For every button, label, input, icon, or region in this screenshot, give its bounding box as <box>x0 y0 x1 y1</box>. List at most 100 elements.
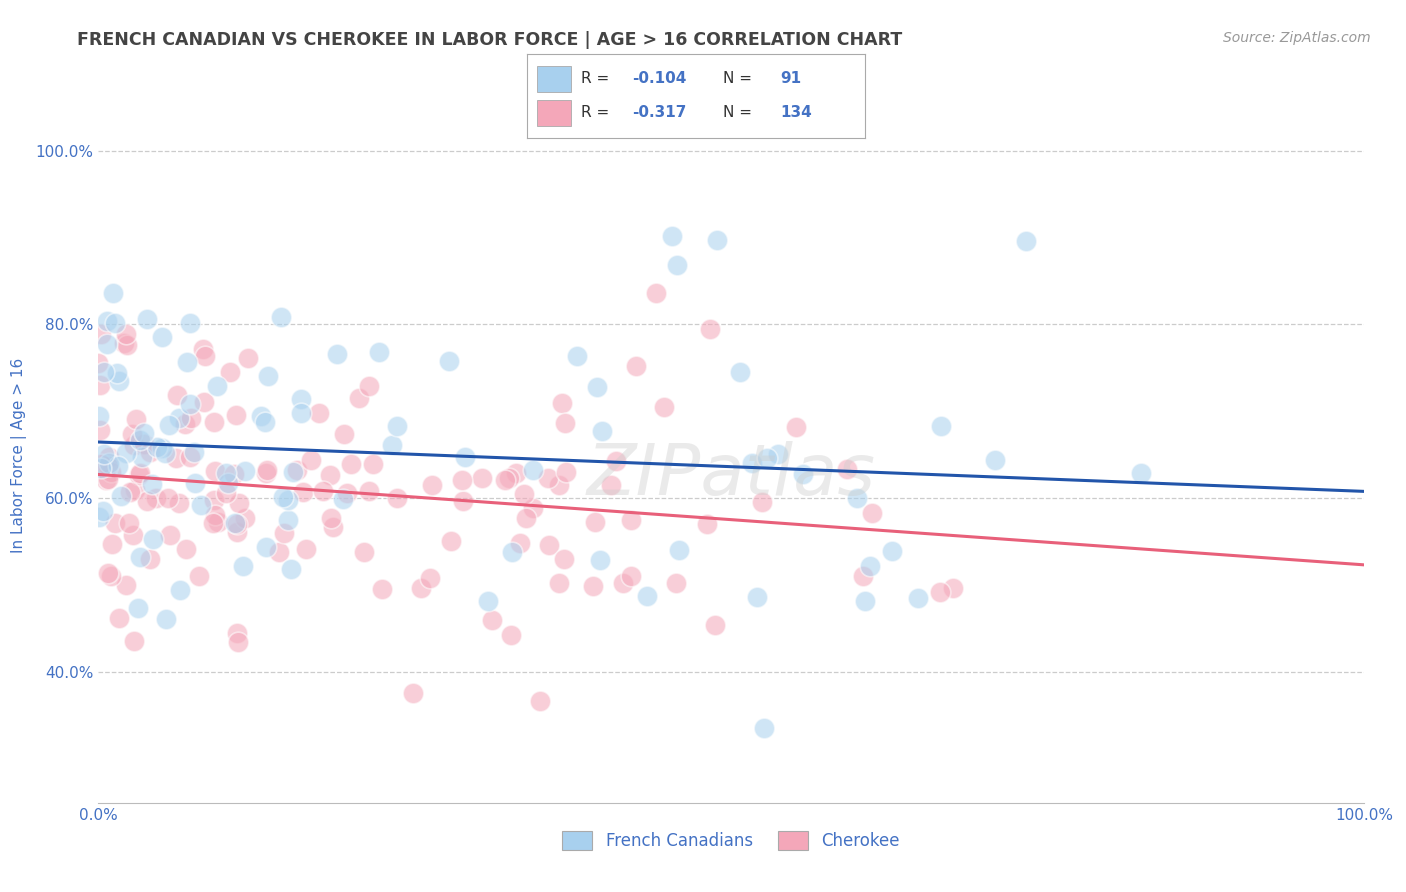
Point <box>855 593 877 607</box>
Point <box>620 569 643 583</box>
Point <box>565 349 588 363</box>
Point <box>696 516 718 531</box>
Point <box>107 458 129 473</box>
Point <box>136 312 159 326</box>
Point <box>91 504 114 518</box>
Point <box>605 454 627 468</box>
Point <box>385 419 408 434</box>
Point <box>555 465 578 479</box>
Point <box>419 571 441 585</box>
Point <box>146 440 169 454</box>
Point <box>929 585 952 599</box>
Point <box>454 450 477 465</box>
Point <box>522 501 544 516</box>
Point <box>792 467 814 482</box>
Point <box>127 601 149 615</box>
Point <box>159 418 181 433</box>
Text: ZIPatlas: ZIPatlas <box>586 442 876 510</box>
Point <box>187 568 209 582</box>
Point <box>270 310 292 324</box>
Point <box>620 513 643 527</box>
Point <box>636 589 658 603</box>
Point <box>529 694 551 708</box>
Point <box>471 471 494 485</box>
Point <box>600 478 623 492</box>
Point <box>115 446 138 460</box>
Point <box>513 486 536 500</box>
Point <box>785 420 807 434</box>
Point <box>498 471 520 485</box>
Point <box>537 471 560 485</box>
Point <box>93 447 115 461</box>
Point <box>141 477 163 491</box>
Point <box>322 520 344 534</box>
Point <box>271 490 294 504</box>
Point <box>122 634 145 648</box>
Point <box>179 316 201 330</box>
Point <box>501 545 523 559</box>
Point <box>277 513 299 527</box>
Point <box>217 476 239 491</box>
Point <box>728 365 751 379</box>
Point <box>381 438 404 452</box>
Point <box>319 467 342 482</box>
Point <box>201 516 224 530</box>
Point <box>225 409 247 423</box>
Point <box>101 537 124 551</box>
Point <box>169 582 191 597</box>
Point <box>145 491 167 505</box>
Point <box>169 411 191 425</box>
Point <box>101 286 124 301</box>
Point <box>907 591 929 606</box>
Point <box>93 365 115 379</box>
Point <box>222 467 245 482</box>
Text: R =: R = <box>581 71 609 87</box>
Text: N =: N = <box>723 71 752 87</box>
Point <box>202 416 225 430</box>
Point <box>371 582 394 596</box>
Point <box>121 528 143 542</box>
Point <box>104 516 127 531</box>
Point <box>882 543 904 558</box>
Point <box>437 354 460 368</box>
Point <box>100 465 122 479</box>
Point <box>94 473 117 487</box>
Point <box>652 401 675 415</box>
Point <box>122 438 145 452</box>
Point <box>194 349 217 363</box>
Point <box>115 338 138 352</box>
Point <box>226 635 249 649</box>
Point <box>522 463 544 477</box>
Point <box>114 335 136 350</box>
Point <box>115 326 138 341</box>
Point <box>299 453 322 467</box>
Point <box>115 578 138 592</box>
Point <box>128 433 150 447</box>
Point <box>193 395 215 409</box>
Point <box>205 379 228 393</box>
Point <box>290 406 312 420</box>
Legend: French Canadians, Cherokee: French Canadians, Cherokee <box>555 824 907 857</box>
Point <box>108 611 131 625</box>
Point <box>131 450 153 465</box>
Point <box>494 474 516 488</box>
Point <box>238 351 260 365</box>
Point <box>165 450 187 465</box>
Point <box>124 483 146 497</box>
Point <box>129 550 152 565</box>
Point <box>477 594 499 608</box>
Point <box>665 258 688 272</box>
Point <box>347 391 370 405</box>
Point <box>752 721 775 735</box>
Point <box>224 516 246 530</box>
Point <box>174 417 197 432</box>
Point <box>232 558 254 573</box>
Point <box>340 457 363 471</box>
Point <box>134 426 156 441</box>
Point <box>150 441 173 455</box>
Text: N =: N = <box>723 105 752 120</box>
Point <box>612 575 634 590</box>
Point <box>226 625 249 640</box>
Point <box>176 355 198 369</box>
Point <box>139 552 162 566</box>
